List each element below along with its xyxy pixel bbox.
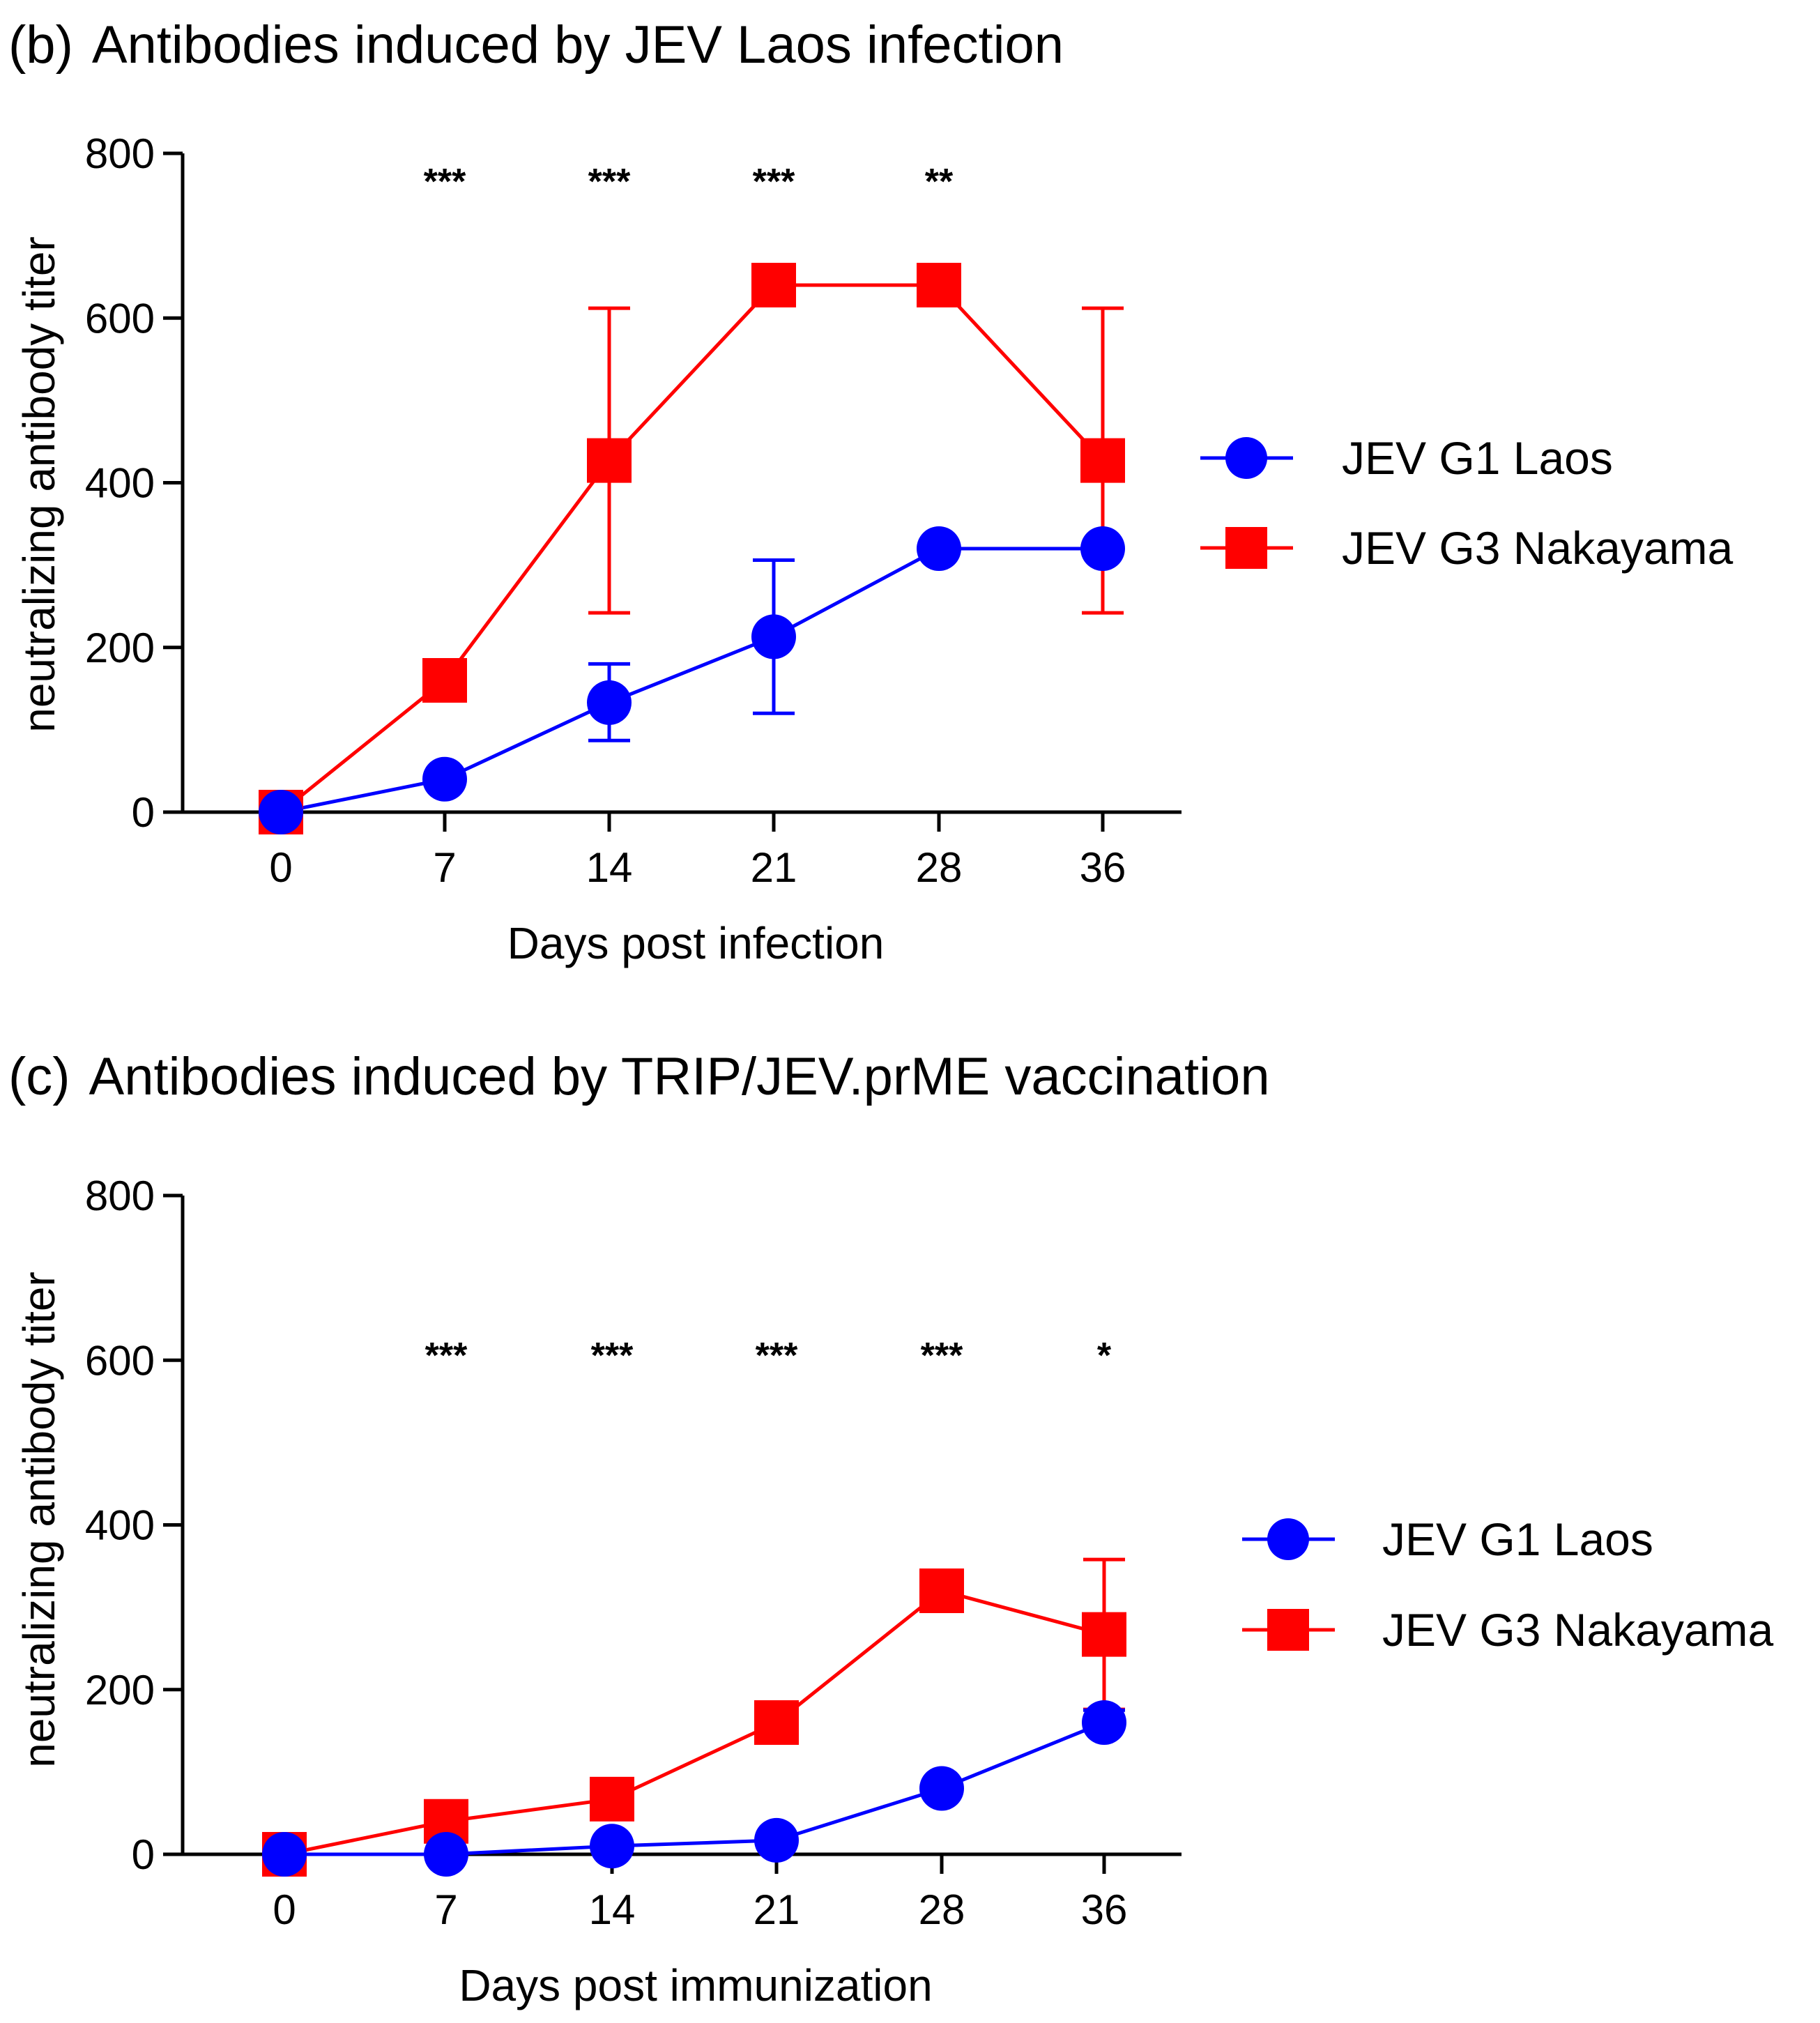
significance-marker: ***: [591, 1336, 634, 1376]
data-point-g3: [919, 1568, 964, 1613]
y-tick-label: 200: [85, 625, 155, 671]
y-axis-title-b: neutralizing antibody titer: [14, 236, 64, 733]
legend-circle-marker: [1225, 437, 1267, 479]
data-point-g1: [259, 790, 303, 834]
data-point-g3: [917, 263, 961, 307]
data-point-g1: [751, 614, 796, 659]
series-line-g3: [280, 283, 1104, 814]
legend-item-g1-laos: JEV G1 Laos: [1200, 432, 1613, 484]
x-tick-label: 21: [751, 844, 797, 891]
legend-b: JEV G1 Laos JEV G3 Nakayama: [1200, 432, 1734, 574]
data-point-g3: [1080, 438, 1125, 483]
x-tick-label: 36: [1081, 1886, 1128, 1933]
y-tick-label: 400: [85, 1502, 155, 1549]
legend-c: JEV G1 Laos JEV G3 Nakayama: [1242, 1513, 1774, 1656]
x-tick-label: 7: [433, 844, 456, 891]
legend-circle-marker: [1267, 1518, 1309, 1560]
significance-marker: ***: [588, 162, 631, 202]
x-axis-title-b: Days post infection: [507, 918, 885, 968]
legend-item-g1-laos: JEV G1 Laos: [1242, 1513, 1653, 1565]
x-tick-label: 36: [1080, 844, 1126, 891]
series-line-g1: [280, 547, 1103, 814]
y-tick-label: 0: [132, 789, 155, 836]
data-point-g1: [262, 1832, 307, 1877]
data-point-g3: [422, 658, 467, 703]
significance-marker: ***: [753, 162, 795, 202]
y-tick-label: 0: [132, 1831, 155, 1878]
y-tick-label: 200: [85, 1667, 155, 1713]
x-tick-label: 28: [916, 844, 963, 891]
data-point-g1: [424, 1832, 468, 1877]
data-point-g1: [919, 1766, 964, 1811]
marks-b: *** *** *** **: [259, 162, 1125, 834]
panel-title-b: (b) Antibodies induced by JEV Laos infec…: [8, 15, 1064, 75]
y-tick-label: 400: [85, 460, 155, 507]
significance-marker: ***: [425, 1336, 468, 1376]
data-point-g1: [917, 526, 961, 571]
x-axis-title-c: Days post immunization: [459, 1960, 932, 2010]
data-point-g1: [422, 756, 467, 802]
significance-marker: ***: [921, 1336, 963, 1376]
data-point-g1: [754, 1817, 799, 1863]
y-tick-label: 600: [85, 295, 155, 342]
data-point-g1: [1080, 526, 1125, 571]
significance-marker: **: [925, 162, 954, 202]
axes-b: 0 200 400 600 800 0 7 14 21 28 36: [85, 130, 1182, 891]
significance-marker: *: [1097, 1336, 1112, 1376]
panel-title-c: (c) Antibodies induced by TRIP/JEV.prME …: [8, 1047, 1270, 1106]
chart-panel-c: (c) Antibodies induced by TRIP/JEV.prME …: [8, 1047, 1774, 2010]
y-tick-label: 800: [85, 1173, 155, 1219]
legend-label-g3: JEV G3 Nakayama: [1382, 1604, 1774, 1656]
axes-c: 0 200 400 600 800 0 7 14 21 28 36: [85, 1173, 1182, 1933]
legend-item-g3-nakayama: JEV G3 Nakayama: [1242, 1604, 1774, 1656]
legend-label-g1: JEV G1 Laos: [1382, 1513, 1653, 1565]
legend-label-g3: JEV G3 Nakayama: [1342, 522, 1734, 574]
series-line-g3: [284, 1589, 1105, 1856]
legend-item-g3-nakayama: JEV G3 Nakayama: [1200, 522, 1734, 574]
x-tick-label: 14: [589, 1886, 636, 1933]
y-tick-label: 800: [85, 130, 155, 177]
data-point-g3: [751, 263, 796, 307]
legend-label-g1: JEV G1 Laos: [1342, 432, 1613, 484]
x-tick-label: 28: [919, 1886, 965, 1933]
data-point-g1: [590, 1824, 634, 1869]
data-point-g1: [1082, 1700, 1126, 1745]
x-tick-label: 7: [434, 1886, 457, 1933]
x-tick-label: 0: [273, 1886, 296, 1933]
data-point-g1: [587, 680, 632, 725]
significance-marker: ***: [756, 1336, 798, 1376]
x-tick-label: 14: [586, 844, 633, 891]
legend-square-marker: [1225, 527, 1267, 569]
marks-c: *** *** *** *** *: [262, 1336, 1126, 1877]
legend-square-marker: [1267, 1609, 1309, 1651]
data-point-g3: [587, 438, 632, 483]
x-tick-label: 0: [269, 844, 292, 891]
data-point-g3: [1082, 1612, 1126, 1657]
series-line-g1: [284, 1720, 1105, 1856]
y-axis-title-c: neutralizing antibody titer: [14, 1272, 64, 1768]
data-point-g3: [754, 1700, 799, 1745]
y-tick-label: 600: [85, 1337, 155, 1384]
x-tick-label: 21: [754, 1886, 800, 1933]
chart-panel-b: (b) Antibodies induced by JEV Laos infec…: [8, 15, 1734, 968]
significance-marker: ***: [424, 162, 466, 202]
data-point-g3: [590, 1776, 634, 1822]
